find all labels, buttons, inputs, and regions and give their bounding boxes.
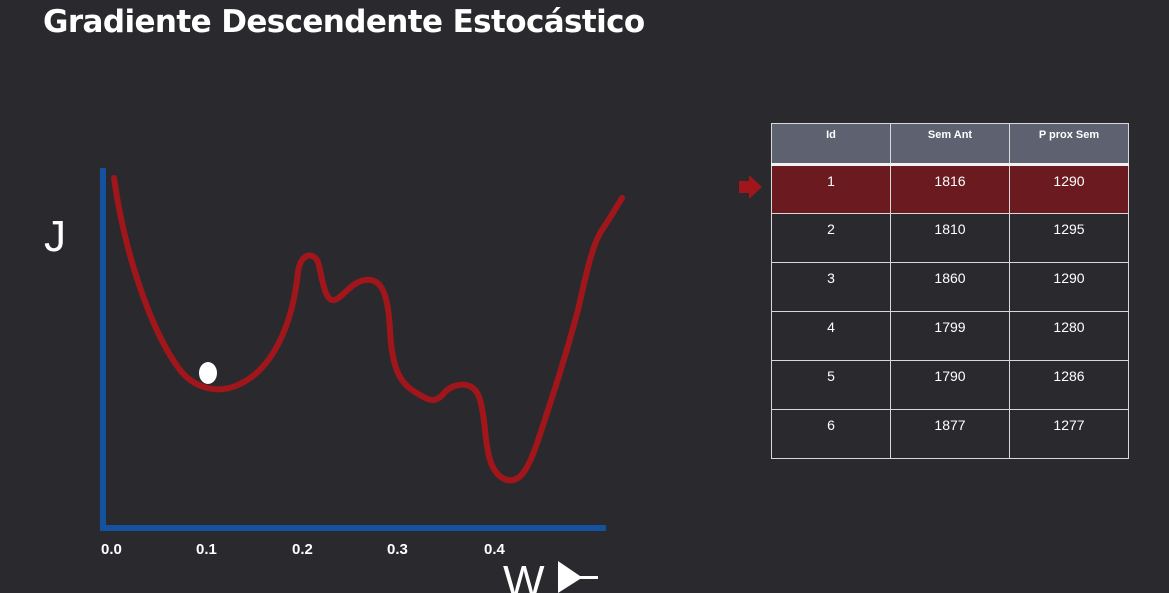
column-header-p-prox-sem: P prox Sem <box>1009 123 1129 166</box>
slide-title: Gradiente Descendente Estocástico <box>43 4 645 40</box>
samples-table: Id Sem Ant P prox Sem 1 1816 1290 2 1810… <box>771 123 1129 459</box>
table-cell: 1799 <box>890 311 1010 361</box>
table-cell: 1860 <box>890 262 1010 312</box>
table-cell: 6 <box>771 409 891 459</box>
x-tick-label: 0.1 <box>196 541 217 558</box>
table-cell: 1790 <box>890 360 1010 410</box>
table-cell: 1286 <box>1009 360 1129 410</box>
x-axis-arrow-icon <box>558 561 598 593</box>
x-axis-label: W <box>503 557 545 593</box>
table-row: 5 1790 1286 <box>771 360 1129 410</box>
column-header-id: Id <box>771 123 891 166</box>
column-header-sem-ant: Sem Ant <box>890 123 1010 166</box>
row-pointer-arrow-icon <box>739 175 762 199</box>
table-row: 2 1810 1295 <box>771 213 1129 263</box>
table-cell: 1877 <box>890 409 1010 459</box>
x-tick-label: 0.0 <box>101 541 122 558</box>
table-cell: 2 <box>771 213 891 263</box>
x-tick-label: 0.3 <box>387 541 408 558</box>
table-row: 3 1860 1290 <box>771 262 1129 312</box>
table-header-row: Id Sem Ant P prox Sem <box>771 123 1129 166</box>
table-cell: 5 <box>771 360 891 410</box>
table-row: 4 1799 1280 <box>771 311 1129 361</box>
table-cell: 1816 <box>890 164 1010 214</box>
table-cell: 1 <box>771 164 891 214</box>
table-cell: 1280 <box>1009 311 1129 361</box>
x-tick-label: 0.4 <box>484 541 506 558</box>
table-cell: 1290 <box>1009 164 1129 214</box>
cost-function-diagram: J 0.0 0.1 0.2 0.3 0.4 W <box>44 168 625 593</box>
cost-curve <box>111 175 625 484</box>
table-cell: 1277 <box>1009 409 1129 459</box>
y-axis-label: J <box>44 212 66 261</box>
ball-marker <box>199 362 217 384</box>
x-tick-label: 0.2 <box>292 541 313 558</box>
table-row: 6 1877 1277 <box>771 409 1129 459</box>
table-cell: 1290 <box>1009 262 1129 312</box>
table-cell: 1810 <box>890 213 1010 263</box>
table-cell: 1295 <box>1009 213 1129 263</box>
table-cell: 3 <box>771 262 891 312</box>
table-cell: 4 <box>771 311 891 361</box>
table-row-highlighted: 1 1816 1290 <box>771 164 1129 214</box>
